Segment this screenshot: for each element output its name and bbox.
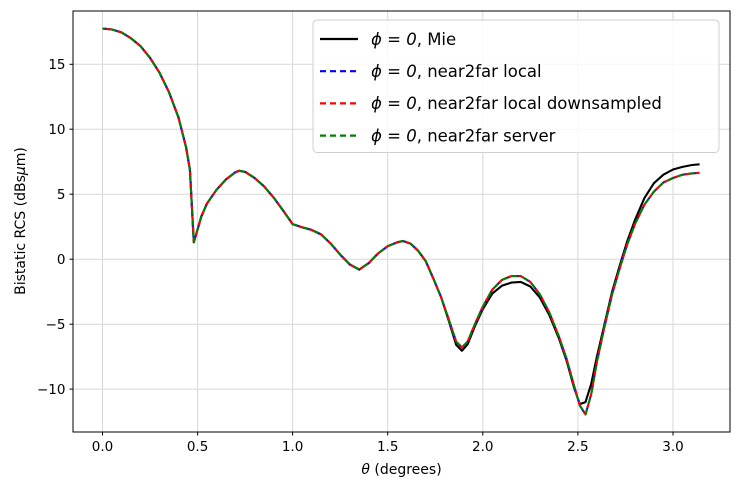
legend-entry-mie: ϕ = 0, Mie [320,30,456,49]
y-tick-label: 5 [57,187,66,203]
x-tick-label: 0.5 [187,439,208,455]
x-axis-label-symbol: θ [361,462,370,478]
x-tick-label: 1.0 [282,439,303,455]
legend: ϕ = 0, Mie ϕ = 0, near2far local ϕ = 0, ne… [312,19,720,153]
legend-entry-near2far-local: ϕ = 0, near2far local [320,62,542,81]
y-axis-label: Bistatic RCS (dBsμm) [13,147,29,295]
legend-label-mie: ϕ = 0, Mie [371,30,456,49]
y-tick-label: 0 [57,252,66,268]
plot-border [72,10,731,433]
x-axis-label: θ (degrees) [73,461,730,479]
series-line-near2far-server [102,27,700,416]
x-axis-label-text: (degrees) [369,462,442,478]
y-tick-label: −5 [46,317,66,333]
y-tick-label: −10 [37,382,66,398]
x-tick-label: 0.0 [92,439,113,455]
x-tick-label: 1.5 [377,439,398,455]
x-tick-label: 3.0 [662,439,683,455]
x-tick-label: 2.0 [472,439,493,455]
legend-label-near2far-local-downsampled: ϕ = 0, near2far local downsampled [371,94,662,113]
y-axis-label-text-2: m) [13,147,29,167]
x-tick-label: 2.5 [567,439,588,455]
y-axis-label-mu: μ [13,166,29,176]
y-tick-label: 10 [48,122,65,138]
axis-ticks: 0.0 0.5 1.0 1.5 2.0 2.5 3.0 15 10 5 0 −5 −10 [37,57,684,455]
y-tick-label: 15 [48,57,65,73]
legend-entry-near2far-local-downsampled: ϕ = 0, near2far local downsampled [320,94,662,113]
legend-entry-near2far-server: ϕ = 0, near2far server [320,126,556,145]
y-axis-label-text: Bistatic RCS (dBs [13,175,29,295]
series-lines [102,27,700,416]
legend-label-near2far-server: ϕ = 0, near2far server [371,126,556,145]
legend-box [312,19,720,153]
legend-label-near2far-local: ϕ = 0, near2far local [371,62,542,81]
series-line-near2far-local-downsampled [102,27,700,416]
